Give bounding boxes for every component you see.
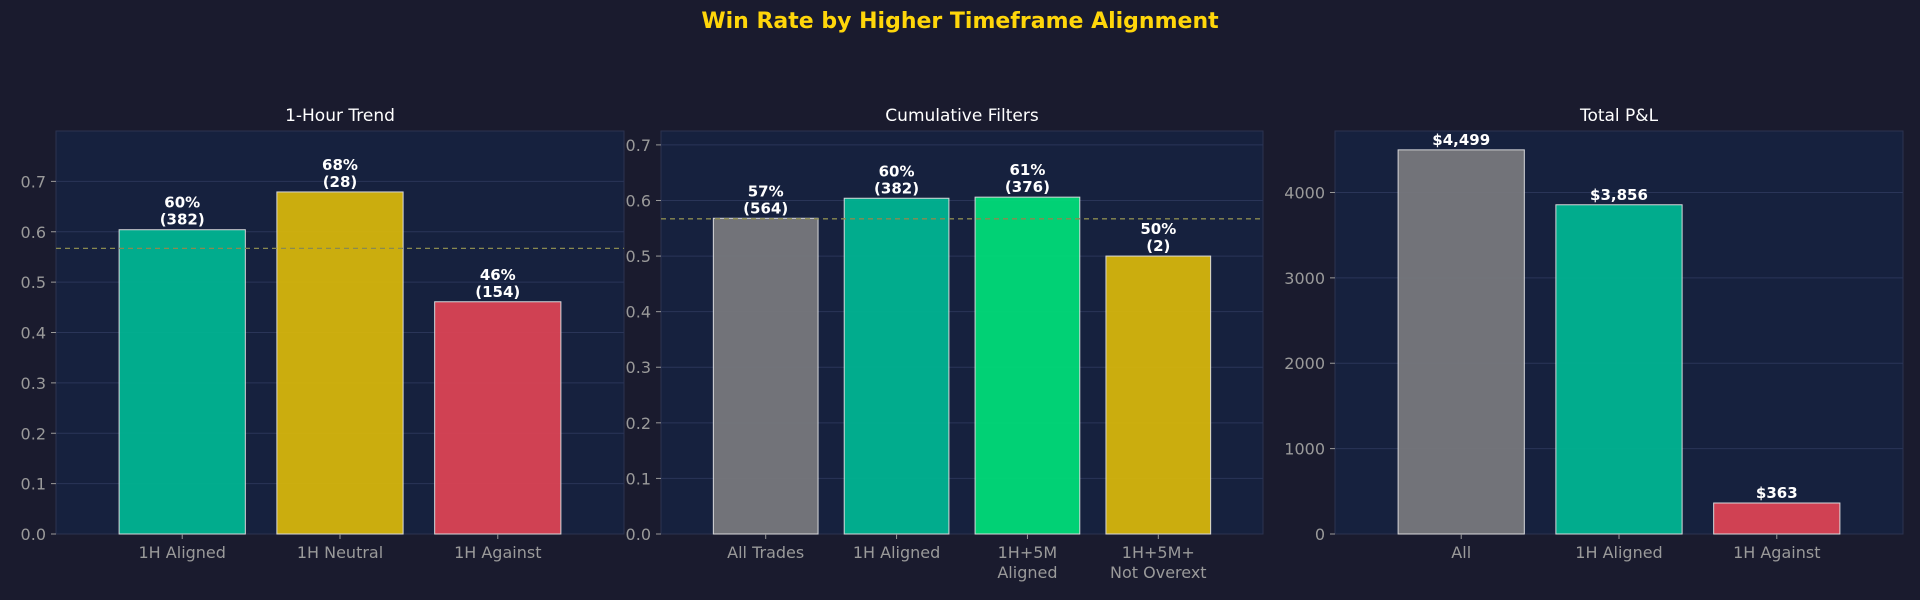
y-tick-label: 0.1 xyxy=(626,469,651,488)
y-tick-label: 1000 xyxy=(1284,440,1325,459)
y-tick-label: 0.6 xyxy=(626,191,651,210)
x-tick-label: 1H Aligned xyxy=(853,543,940,562)
bar-value-label: 60% (382) xyxy=(874,162,919,197)
bar-value-label: $363 xyxy=(1756,484,1798,502)
bar-value-label: 50% (2) xyxy=(1140,220,1176,255)
bar-value-label: 61% (376) xyxy=(1005,161,1050,196)
bar xyxy=(1555,204,1683,535)
bar xyxy=(1105,255,1212,535)
y-tick-label: 0.1 xyxy=(21,475,46,494)
y-tick-label: 3000 xyxy=(1284,269,1325,288)
y-tick-label: 0.5 xyxy=(21,273,46,292)
y-tick-label: 0.5 xyxy=(626,247,651,266)
y-tick-label: 0.0 xyxy=(626,525,651,544)
y-tick-label: 0.0 xyxy=(21,525,46,544)
subplot-title: Cumulative Filters xyxy=(885,106,1039,126)
bar xyxy=(974,196,1081,535)
x-tick-label: 1H+5M+ Not Overext xyxy=(1110,543,1207,582)
y-tick-label: 0 xyxy=(1315,525,1325,544)
y-tick-label: 4000 xyxy=(1284,183,1325,202)
bar xyxy=(1397,149,1525,535)
bar xyxy=(712,217,819,535)
y-tick-label: 0.7 xyxy=(21,172,46,191)
subplot-title: 1-Hour Trend xyxy=(285,106,395,126)
figure-title: Win Rate by Higher Timeframe Alignment xyxy=(701,9,1219,34)
y-tick-label: 2000 xyxy=(1284,354,1325,373)
bar xyxy=(276,191,404,535)
bar xyxy=(843,197,950,535)
chart-panel: 0.0 0.1 0.2 0.3 0.4 0.5 0.6 0.7 Cumulative Filte… xyxy=(626,106,1264,582)
bar-value-label: $4,499 xyxy=(1432,131,1490,149)
y-tick-label: 0.3 xyxy=(21,374,46,393)
bar-value-label: 57% (564) xyxy=(743,182,788,217)
chart-panel: 0 1000 2000 3000 4000 Total P&L $4,499 All $3,85… xyxy=(1284,106,1904,562)
x-tick-label: All xyxy=(1451,543,1471,562)
y-tick-label: 0.2 xyxy=(626,414,651,433)
y-tick-label: 0.4 xyxy=(626,303,651,322)
subplot-title: Total P&L xyxy=(1579,106,1659,126)
x-tick-label: All Trades xyxy=(727,543,804,562)
x-tick-label: 1H Aligned xyxy=(1575,543,1662,562)
y-tick-label: 0.3 xyxy=(626,358,651,377)
chart-panel: 0.0 0.1 0.2 0.3 0.4 0.5 0.6 0.7 1-Hour Trend 60%(… xyxy=(21,106,625,562)
bar xyxy=(118,229,246,535)
x-tick-label: 1H Aligned xyxy=(139,543,226,562)
bar-value-label: $3,856 xyxy=(1590,186,1648,204)
bar-value-label: 60% (382) xyxy=(160,194,205,229)
bar-value-label: 68% (28) xyxy=(322,156,358,191)
bar xyxy=(434,301,562,535)
bar-value-label: 46% (154) xyxy=(475,266,520,301)
bar xyxy=(1713,502,1841,535)
y-tick-label: 0.7 xyxy=(626,136,651,155)
x-tick-label: 1H Against xyxy=(1733,543,1820,562)
y-tick-label: 0.2 xyxy=(21,424,46,443)
y-tick-label: 0.6 xyxy=(21,223,46,242)
x-tick-label: 1H Against xyxy=(454,543,541,562)
y-tick-label: 0.4 xyxy=(21,324,46,343)
x-tick-label: 1H Neutral xyxy=(297,543,383,562)
x-tick-label: 1H+5M Aligned xyxy=(997,543,1057,582)
